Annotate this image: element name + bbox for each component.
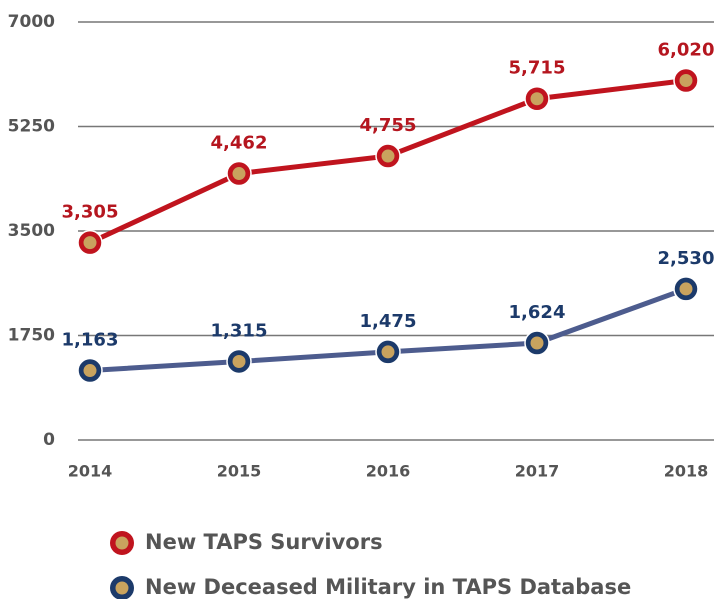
- value-label: 1,315: [211, 320, 268, 341]
- legend-label: New TAPS Survivors: [145, 530, 383, 554]
- y-tick-label: 1750: [8, 326, 55, 346]
- value-label: 2,530: [658, 248, 714, 269]
- value-label: 1,475: [360, 311, 417, 332]
- y-tick-label: 7000: [8, 12, 55, 32]
- legend-label: New Deceased Military in TAPS Database: [145, 575, 631, 599]
- point-center: [530, 336, 544, 350]
- point-center: [83, 364, 97, 378]
- point-center: [679, 282, 693, 296]
- y-tick-label: 3500: [8, 221, 55, 241]
- value-label: 3,305: [62, 202, 119, 223]
- point-center: [381, 345, 395, 359]
- x-tick-label: 2016: [366, 462, 411, 481]
- x-tick-label: 2017: [515, 462, 560, 481]
- value-label: 1,624: [509, 302, 566, 323]
- value-label: 4,755: [360, 115, 417, 136]
- x-tick-label: 2014: [68, 462, 113, 481]
- point-center: [232, 167, 246, 181]
- point-center: [381, 149, 395, 163]
- x-tick-label: 2015: [217, 462, 262, 481]
- point-center: [679, 74, 693, 88]
- point-center: [530, 92, 544, 106]
- y-tick-label: 5250: [8, 117, 55, 137]
- legend-marker-center: [115, 536, 129, 550]
- legend-marker-center: [115, 581, 129, 595]
- value-label: 4,462: [211, 133, 268, 154]
- value-label: 1,163: [62, 330, 119, 351]
- value-label: 5,715: [509, 58, 566, 79]
- x-tick-label: 2018: [664, 462, 709, 481]
- point-center: [232, 354, 246, 368]
- y-tick-label: 0: [43, 430, 55, 450]
- value-label: 6,020: [658, 40, 714, 61]
- point-center: [83, 236, 97, 250]
